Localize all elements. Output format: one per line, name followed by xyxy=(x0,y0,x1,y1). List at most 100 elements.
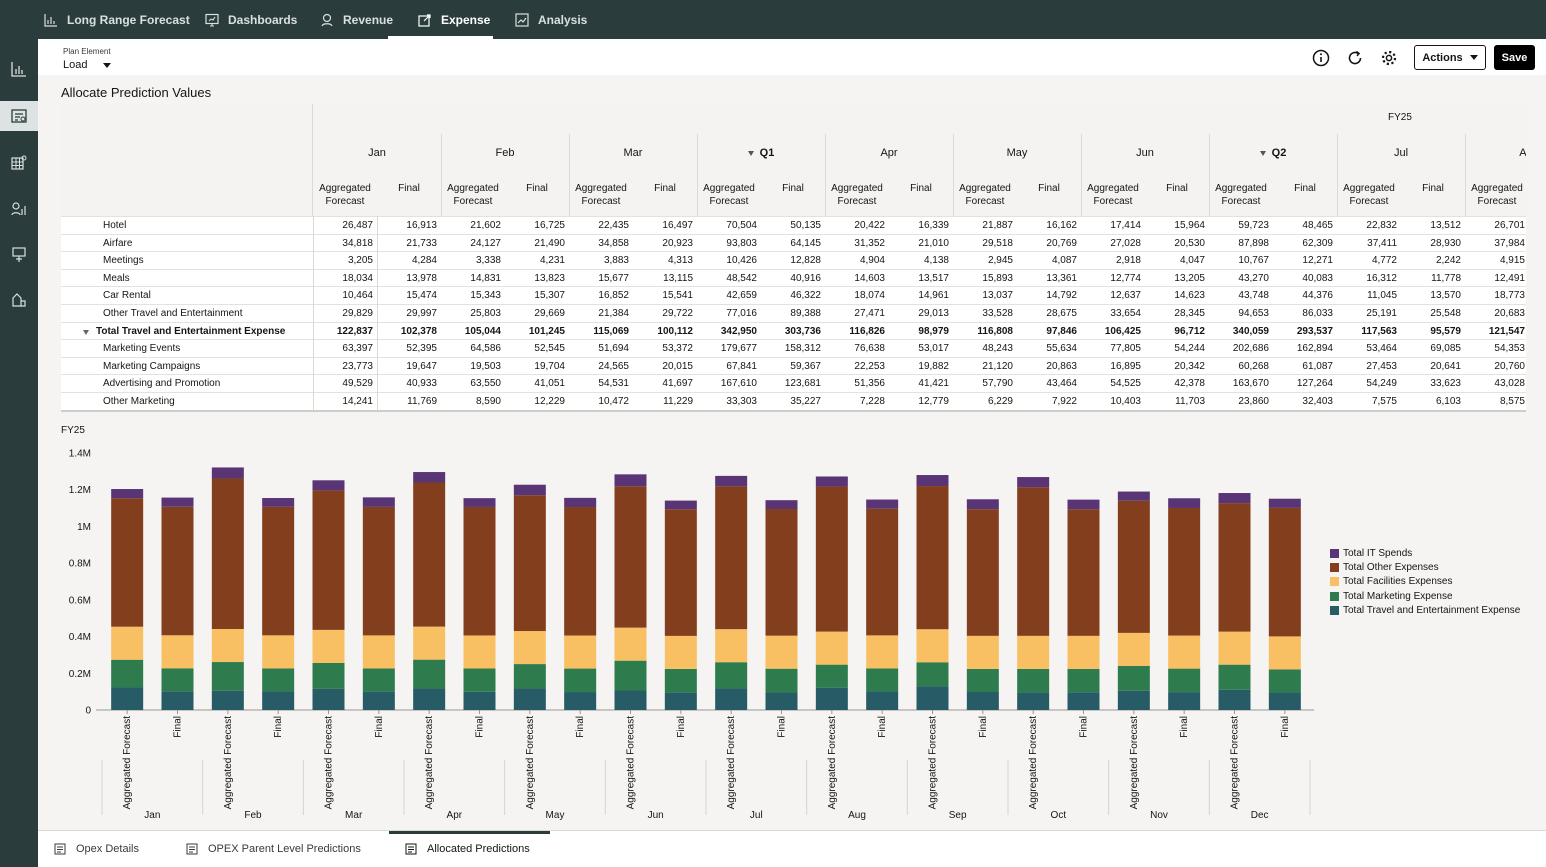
data-cell[interactable]: 64,145 xyxy=(790,237,821,249)
data-cell[interactable]: 14,961 xyxy=(918,290,949,302)
data-cell[interactable]: 89,388 xyxy=(790,308,821,319)
save-button[interactable]: Save xyxy=(1494,45,1535,70)
data-cell[interactable]: 342,950 xyxy=(720,325,757,337)
data-cell[interactable]: 18,074 xyxy=(854,290,885,302)
data-cell[interactable]: 10,464 xyxy=(342,290,373,302)
data-cell[interactable]: 54,525 xyxy=(1110,378,1141,390)
data-cell[interactable]: 121,547 xyxy=(1488,325,1525,337)
data-cell[interactable]: 27,471 xyxy=(854,308,885,319)
data-cell[interactable]: 31,352 xyxy=(854,237,885,249)
data-cell[interactable]: 14,241 xyxy=(342,396,373,407)
data-cell[interactable]: 10,426 xyxy=(726,255,757,267)
bottom-tab-opex-details[interactable]: Opex Details xyxy=(54,831,139,867)
left-nav-item-chart[interactable] xyxy=(0,54,38,84)
data-cell[interactable]: 52,395 xyxy=(406,343,437,355)
data-cell[interactable]: 101,245 xyxy=(528,325,565,337)
legend-item[interactable]: Total Other Expenses xyxy=(1330,560,1520,574)
data-cell[interactable]: 24,127 xyxy=(470,237,501,249)
gear-icon[interactable] xyxy=(1380,49,1398,67)
data-cell[interactable]: 116,826 xyxy=(849,325,885,337)
data-cell[interactable]: 49,529 xyxy=(342,378,373,390)
data-cell[interactable]: 44,376 xyxy=(1302,290,1333,302)
data-cell[interactable]: 22,253 xyxy=(854,360,885,372)
data-cell[interactable]: 4,284 xyxy=(411,255,437,267)
data-cell[interactable]: 202,686 xyxy=(1232,343,1269,355)
period-header[interactable]: May xyxy=(1006,147,1028,159)
data-cell[interactable]: 98,979 xyxy=(918,325,949,337)
data-cell[interactable]: 21,490 xyxy=(534,237,565,249)
data-cell[interactable]: 14,792 xyxy=(1046,290,1077,302)
period-header[interactable]: Apr xyxy=(880,147,898,159)
data-cell[interactable]: 28,930 xyxy=(1430,237,1461,249)
data-cell[interactable]: 43,464 xyxy=(1046,378,1077,390)
data-cell[interactable]: 77,016 xyxy=(726,308,757,319)
data-cell[interactable]: 15,677 xyxy=(598,272,629,284)
data-cell[interactable]: 54,531 xyxy=(598,378,629,390)
data-cell[interactable]: 102,378 xyxy=(400,325,437,337)
data-cell[interactable]: 13,978 xyxy=(406,272,437,284)
data-cell[interactable]: 54,244 xyxy=(1174,343,1205,355)
data-cell[interactable]: 163,670 xyxy=(1232,378,1269,390)
data-cell[interactable]: 179,677 xyxy=(720,343,757,355)
data-cell[interactable]: 16,725 xyxy=(534,220,565,231)
data-cell[interactable]: 19,647 xyxy=(406,360,437,372)
tab-long-range-forecast[interactable]: Long Range Forecast xyxy=(44,0,190,39)
data-cell[interactable]: 15,307 xyxy=(534,290,565,302)
data-cell[interactable]: 52,545 xyxy=(534,343,565,355)
horizontal-scrollbar[interactable] xyxy=(61,410,1526,412)
data-cell[interactable]: 20,683 xyxy=(1494,308,1525,319)
data-cell[interactable]: 41,051 xyxy=(534,378,565,390)
data-cell[interactable]: 20,923 xyxy=(662,237,693,249)
data-cell[interactable]: 4,904 xyxy=(859,255,885,267)
data-cell[interactable]: 53,017 xyxy=(918,343,949,355)
data-cell[interactable]: 115,069 xyxy=(593,325,629,337)
data-cell[interactable]: 53,464 xyxy=(1366,343,1397,355)
data-cell[interactable]: 14,831 xyxy=(470,272,501,284)
data-cell[interactable]: 4,772 xyxy=(1371,255,1397,267)
data-cell[interactable]: 43,748 xyxy=(1238,290,1269,302)
data-cell[interactable]: 18,034 xyxy=(342,272,373,284)
row-label[interactable]: Other Marketing xyxy=(103,396,175,407)
data-cell[interactable]: 13,517 xyxy=(918,272,949,284)
data-cell[interactable]: 20,342 xyxy=(1174,360,1205,372)
data-cell[interactable]: 63,397 xyxy=(342,343,373,355)
data-cell[interactable]: 18,773 xyxy=(1494,290,1525,302)
data-cell[interactable]: 20,641 xyxy=(1430,360,1461,372)
data-cell[interactable]: 10,767 xyxy=(1238,255,1269,267)
plan-element-select[interactable]: Load xyxy=(63,59,112,71)
data-cell[interactable]: 97,846 xyxy=(1046,325,1077,337)
data-cell[interactable]: 29,669 xyxy=(534,308,565,319)
data-cell[interactable]: 43,270 xyxy=(1238,272,1269,284)
data-cell[interactable]: 25,191 xyxy=(1366,308,1397,319)
data-cell[interactable]: 37,984 xyxy=(1494,237,1525,249)
period-header[interactable]: Jul xyxy=(1393,147,1409,159)
data-cell[interactable]: 4,231 xyxy=(539,255,565,267)
data-cell[interactable]: 95,579 xyxy=(1430,325,1461,337)
data-cell[interactable]: 15,893 xyxy=(982,272,1013,284)
data-cell[interactable]: 33,654 xyxy=(1110,308,1141,319)
data-cell[interactable]: 11,229 xyxy=(663,396,693,407)
data-cell[interactable]: 21,010 xyxy=(918,237,949,249)
data-cell[interactable]: 12,491 xyxy=(1494,272,1525,284)
data-cell[interactable]: 11,769 xyxy=(407,396,437,407)
data-cell[interactable]: 7,922 xyxy=(1051,396,1077,407)
data-cell[interactable]: 29,722 xyxy=(662,308,693,319)
data-cell[interactable]: 14,603 xyxy=(854,272,885,284)
tab-revenue[interactable]: Revenue xyxy=(320,0,393,39)
data-cell[interactable]: 117,563 xyxy=(1361,325,1397,337)
data-cell[interactable]: 21,887 xyxy=(982,220,1013,231)
data-cell[interactable]: 93,803 xyxy=(726,237,757,249)
data-cell[interactable]: 16,913 xyxy=(406,220,437,231)
data-cell[interactable]: 33,528 xyxy=(982,308,1013,319)
data-cell[interactable]: 34,818 xyxy=(342,237,373,249)
bottom-tab-allocated-predictions[interactable]: Allocated Predictions xyxy=(389,831,550,867)
data-cell[interactable]: 42,659 xyxy=(726,290,757,302)
data-cell[interactable]: 12,779 xyxy=(918,396,949,407)
data-cell[interactable]: 27,028 xyxy=(1110,237,1141,249)
data-cell[interactable]: 10,472 xyxy=(598,396,629,407)
data-cell[interactable]: 29,829 xyxy=(342,308,373,319)
data-cell[interactable]: 15,474 xyxy=(406,290,437,302)
data-cell[interactable]: 20,422 xyxy=(854,220,885,231)
left-nav-item-expense[interactable] xyxy=(0,101,38,131)
data-cell[interactable]: 54,249 xyxy=(1366,378,1397,390)
